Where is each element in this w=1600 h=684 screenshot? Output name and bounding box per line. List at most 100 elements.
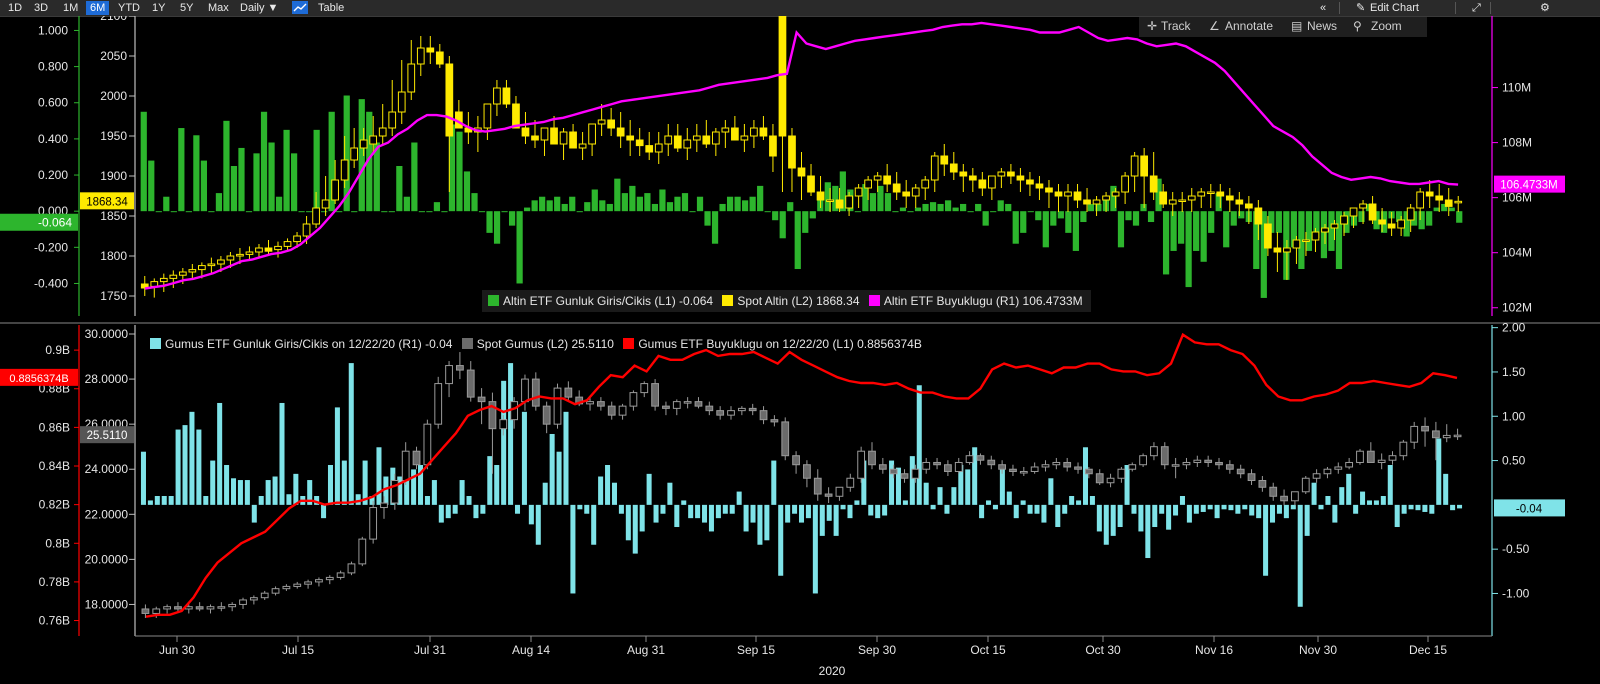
interval-dropdown[interactable]: Daily ▼ (240, 2, 279, 14)
legend-gold-size: Altin ETF Buyuklugu (R1) 106.4733M (883, 294, 1083, 308)
range-1d[interactable]: 1D (8, 2, 23, 14)
gold-candle-body (378, 127, 387, 137)
silver-flow-bar (1124, 464, 1130, 505)
silver-flow-bar (140, 451, 146, 505)
gold-candle-body (331, 179, 339, 201)
silver-flow-bar (1193, 504, 1199, 514)
annotate-icon[interactable]: ∠ (1209, 19, 1220, 33)
edit-chart-button[interactable]: Edit Chart (1370, 2, 1419, 14)
spot-silver-last-tag (80, 426, 134, 444)
silver-flow-bar (501, 380, 507, 505)
gold-flow-bar (824, 182, 831, 212)
gold-flow-bar (944, 200, 952, 212)
silver-flow-bar (480, 504, 486, 514)
silver-candle-body (944, 464, 952, 472)
gold-candle-body (816, 191, 825, 201)
track-icon[interactable]: ✛ (1147, 19, 1158, 33)
gold-candle-body (350, 147, 359, 161)
range-6m[interactable]: 6M (86, 1, 110, 15)
silver-flow-bar (785, 504, 791, 523)
gold-flow-bar (1456, 211, 1463, 223)
silver-flow-bar (944, 504, 950, 514)
gold-flow-bar (1042, 211, 1049, 248)
collapse-icon[interactable]: « (1320, 2, 1327, 14)
range-1y[interactable]: 1Y (152, 2, 166, 14)
gold-size-last-tag (1494, 175, 1565, 193)
zoom-button[interactable]: Zoom (1371, 19, 1402, 33)
silver-candle-body (282, 585, 291, 590)
gold-candle-body (902, 191, 911, 197)
gold-flow-bar (366, 111, 373, 212)
silver-candle-body (1030, 466, 1039, 472)
silver-flow-bar (1276, 504, 1282, 514)
gold-flow-bar (1441, 203, 1448, 212)
range-1m[interactable]: 1M (63, 2, 79, 14)
gold-candle-body (940, 155, 949, 165)
news-button[interactable]: News (1307, 19, 1338, 33)
gold-candle-body (407, 63, 416, 93)
gold-flow-bar (569, 196, 576, 212)
silver-flow-bar (182, 425, 188, 505)
gold-flow-bar (809, 211, 816, 219)
silver-flow-bar (438, 504, 444, 523)
gold-candle-body (283, 241, 292, 247)
gold-candle-body (673, 135, 682, 149)
silver-flow-bar (362, 460, 368, 505)
silver-flow-bar (1304, 504, 1310, 536)
gold-candle-body (140, 283, 149, 289)
gold-flow-bar (975, 203, 982, 212)
silver-candle-body (1215, 461, 1223, 466)
range-3d[interactable]: 3D (34, 2, 49, 14)
gold-flow-bar (1095, 203, 1102, 212)
silver-candle-body (672, 401, 681, 409)
annotate-button[interactable]: Annotate (1225, 19, 1274, 33)
gold-flow-bar (757, 185, 764, 212)
silver-flow-bar (729, 504, 735, 514)
gold-flow-bar (561, 203, 568, 212)
x-tick-label: Jun 30 (159, 643, 195, 657)
silver-flow-bar (965, 469, 971, 505)
silver-panel: 0.9B0.88B0.86B0.84B0.82B0.8B0.78B0.76B30… (0, 321, 1565, 636)
silver-etf-size-line (145, 332, 1458, 618)
edit-chart-icon[interactable]: ✎ (1356, 2, 1366, 14)
silver-right1-tick-label: -1.00 (1502, 586, 1530, 600)
gold-candle-body (864, 179, 872, 189)
range-ytd[interactable]: YTD (118, 2, 140, 14)
silver-left1-tick-label: 0.78B (39, 575, 70, 589)
silver-flow-bar (937, 487, 943, 505)
expand-icon[interactable]: ⤢ (1472, 2, 1481, 14)
silver-candle-body (1117, 468, 1126, 479)
gold-flow-bar (1358, 211, 1365, 223)
silver-candle-body (651, 383, 659, 407)
news-icon[interactable]: ▤ (1291, 19, 1303, 33)
table-button[interactable]: Table (318, 2, 345, 14)
gold-candle-body (1273, 247, 1282, 253)
silver-candle-body (1247, 473, 1256, 482)
silver-flow-bar (1443, 473, 1449, 505)
silver-candle-body (380, 502, 388, 509)
gold-candle-body (435, 51, 444, 65)
silver-candle-body (423, 423, 432, 466)
silver-candle-body (1377, 459, 1386, 463)
gear-icon[interactable]: ⚙ (1540, 2, 1550, 14)
range-5y[interactable]: 5Y (180, 2, 194, 14)
gold-candle-body (1416, 191, 1425, 209)
x-tick-label: Jul 15 (282, 643, 314, 657)
range-max[interactable]: Max (208, 2, 229, 14)
gold-candle-body (1149, 175, 1158, 193)
silver-flow-bar (1263, 504, 1269, 576)
gold-flow-bar (456, 131, 463, 212)
silver-flow-bar (563, 411, 569, 505)
silver-flow-bar (999, 464, 1005, 505)
line-chart-icon[interactable] (292, 1, 308, 14)
track-button[interactable]: Track (1161, 19, 1191, 33)
gold-flow-bar (539, 196, 546, 212)
silver-candle-body (1236, 468, 1245, 475)
silver-flow-bar (1020, 500, 1026, 505)
silver-candle-body (1258, 480, 1267, 488)
gold-flow-bar (960, 203, 967, 212)
silver-flow-bar (175, 429, 181, 505)
gold-flow-bar (1238, 211, 1245, 219)
silver-candle-body (694, 401, 703, 407)
zoom-icon[interactable]: ⚲ (1353, 19, 1362, 33)
